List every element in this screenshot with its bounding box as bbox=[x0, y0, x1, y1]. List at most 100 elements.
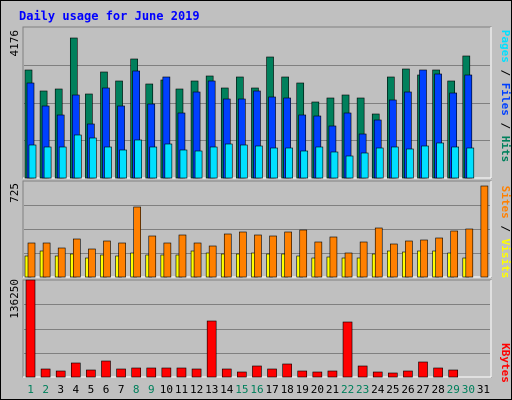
sites-bar bbox=[88, 248, 96, 278]
sites-bar bbox=[208, 245, 217, 278]
pages-bar bbox=[149, 146, 158, 179]
chart-title: Daily usage for June 2019 bbox=[19, 9, 200, 23]
x-tick-label: 10 bbox=[160, 383, 173, 396]
sites-bar bbox=[299, 229, 308, 278]
sites-bar bbox=[57, 247, 66, 278]
kbytes-bar bbox=[342, 321, 353, 378]
legend-pages-files-hits: Pages / Files / Hits bbox=[499, 30, 512, 163]
x-tick-label: 2 bbox=[42, 383, 49, 396]
kbytes-bar bbox=[403, 370, 413, 378]
x-tick-label: 21 bbox=[326, 383, 339, 396]
kbytes-bar bbox=[388, 372, 398, 378]
pages-bar bbox=[104, 146, 112, 179]
kbytes-bar bbox=[176, 367, 187, 378]
x-axis-labels: 1 2 3 4 5 6 7 8 9 10 11 12 13 14 15 16 17 18 19 20 21 22 23 24 2… bbox=[27, 383, 490, 396]
kbytes-bar bbox=[282, 363, 292, 378]
kbytes-bar bbox=[101, 360, 111, 378]
sites-bar bbox=[465, 228, 474, 278]
x-tick-label: 16 bbox=[250, 383, 263, 396]
pages-bar bbox=[375, 147, 384, 179]
pages-bar bbox=[270, 147, 278, 179]
kbytes-bar bbox=[312, 371, 323, 378]
legend-item-visits: Visits bbox=[499, 239, 512, 279]
x-tick-label: 29 bbox=[447, 383, 460, 396]
pages-bar bbox=[421, 145, 429, 179]
x-tick-label: 18 bbox=[281, 383, 294, 396]
pages-bar bbox=[164, 143, 173, 179]
legend-item-hits: Hits bbox=[499, 136, 512, 163]
kbytes-bar bbox=[372, 371, 383, 378]
kbytes-bar bbox=[70, 362, 81, 378]
sites-bar bbox=[118, 242, 126, 278]
legend-separator: / bbox=[499, 116, 512, 136]
pages-bar bbox=[406, 148, 414, 179]
sites-bar bbox=[405, 240, 413, 278]
pages-bar bbox=[466, 147, 475, 179]
x-tick-label: 23 bbox=[356, 383, 369, 396]
legend-kbytes: KBytes bbox=[499, 343, 512, 383]
sites-bar bbox=[374, 227, 383, 278]
sites-bar bbox=[254, 234, 262, 278]
kbytes-bar bbox=[55, 370, 66, 378]
pages-bar bbox=[73, 134, 82, 179]
kbytes-bar bbox=[237, 371, 247, 378]
x-tick-label: 9 bbox=[148, 383, 155, 396]
pages-bar bbox=[255, 145, 263, 179]
kbytes-bar bbox=[418, 361, 428, 378]
pages-bar bbox=[345, 155, 354, 179]
legend-separator: / bbox=[499, 63, 512, 83]
kbytes-bar bbox=[433, 367, 443, 378]
bars bbox=[24, 37, 489, 378]
sites-bar bbox=[103, 240, 111, 278]
x-tick-label: 15 bbox=[235, 383, 248, 396]
pages-bar bbox=[360, 152, 369, 179]
pages-bar bbox=[179, 149, 188, 179]
kbytes-bar bbox=[448, 369, 459, 378]
x-tick-label: 26 bbox=[401, 383, 414, 396]
plot-panel-2 bbox=[22, 279, 492, 378]
sites-bar bbox=[344, 252, 353, 278]
pages-bar bbox=[28, 144, 37, 179]
x-tick-label: 20 bbox=[311, 383, 324, 396]
x-tick-label: 12 bbox=[190, 383, 203, 396]
sites-bar bbox=[329, 236, 338, 278]
sites-bar bbox=[133, 206, 141, 278]
pages-bar bbox=[391, 146, 399, 179]
hits-ymax-label: 4176 bbox=[8, 30, 21, 57]
pages-bar bbox=[285, 147, 293, 179]
x-tick-label: 31 bbox=[477, 383, 490, 396]
legend-item-kbytes: KBytes bbox=[499, 343, 512, 383]
sites-bar bbox=[480, 185, 489, 278]
kbytes-bar bbox=[221, 368, 232, 378]
kbytes-bar bbox=[131, 367, 141, 378]
x-tick-label: 5 bbox=[88, 383, 95, 396]
legend-item-files: Files bbox=[499, 83, 512, 116]
sites-bar bbox=[269, 235, 277, 278]
kbytes-bar bbox=[357, 365, 368, 378]
sites-bar bbox=[390, 243, 398, 278]
x-tick-label: 30 bbox=[462, 383, 475, 396]
kbytes-bar bbox=[267, 368, 277, 378]
kbytes-bar bbox=[297, 370, 308, 378]
pages-bar bbox=[58, 146, 67, 179]
sites-bar bbox=[450, 230, 459, 278]
pages-bar bbox=[89, 137, 97, 179]
x-tick-label: 14 bbox=[220, 383, 234, 396]
pages-bar bbox=[436, 142, 444, 179]
pages-bar bbox=[224, 143, 233, 179]
kbytes-bar bbox=[161, 367, 172, 378]
x-tick-label: 4 bbox=[73, 383, 80, 396]
sites-bar bbox=[148, 235, 157, 278]
kbytes-bar bbox=[25, 279, 36, 378]
sites-bar bbox=[223, 233, 232, 278]
sites-bar bbox=[314, 241, 323, 278]
x-tick-label: 7 bbox=[118, 383, 125, 396]
sites-bar bbox=[420, 239, 428, 278]
sites-bar bbox=[42, 242, 51, 278]
kbytes-bar bbox=[40, 368, 51, 378]
sites-bar bbox=[239, 231, 247, 278]
kbytes-bar bbox=[191, 368, 202, 378]
x-tick-label: 17 bbox=[265, 383, 278, 396]
legend-item-pages: Pages bbox=[499, 30, 512, 63]
